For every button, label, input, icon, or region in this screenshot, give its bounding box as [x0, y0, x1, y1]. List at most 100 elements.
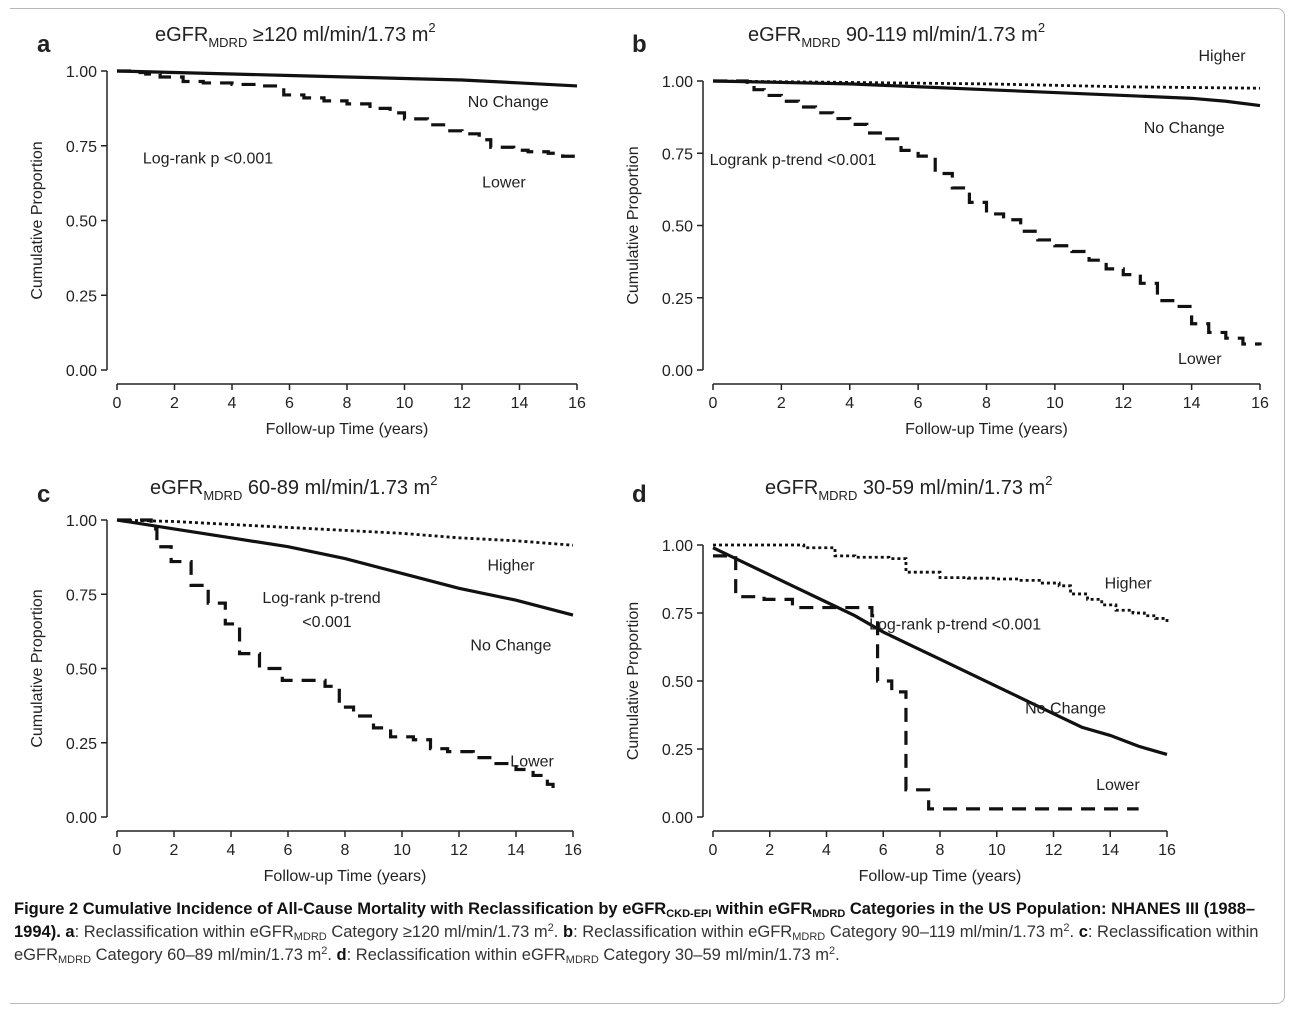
- x-axis-title: Follow-up Time (years): [905, 421, 1068, 438]
- plot-area: 0 2 4 6 8 10 12 14 16 0.00 0.25 0.50 0.75 1.00 Follow-…: [29, 64, 586, 438]
- x-axis-title: Follow-up Time (years): [859, 868, 1022, 885]
- y-tick-label: 1.00: [662, 538, 693, 555]
- series-line-lower: [117, 69, 579, 161]
- x-tick-label: 10: [393, 842, 411, 859]
- x-tick-label: 2: [170, 395, 179, 412]
- annotation-label: Lower: [510, 754, 554, 771]
- y-tick-label: 1.00: [66, 513, 97, 530]
- x-tick-label: 8: [936, 842, 945, 859]
- annotation-label: Log-rank p-trend <0.001: [869, 616, 1041, 633]
- panel-letter: c: [37, 481, 50, 508]
- series-line-higher: [713, 543, 1169, 624]
- annotation-label: Higher: [1105, 576, 1153, 593]
- annotation-label: Logrank p-trend <0.001: [710, 152, 877, 169]
- y-tick-label: 0.00: [66, 363, 97, 380]
- x-tick-label: 10: [988, 842, 1006, 859]
- panel-title: eGFRMDRD 30-59 ml/min/1.73 m2: [765, 473, 1052, 503]
- y-tick-label: 0.75: [662, 146, 693, 163]
- series-line-lower: [117, 518, 555, 797]
- x-tick-label: 4: [822, 842, 831, 859]
- x-tick-label: 16: [1251, 395, 1269, 412]
- caption-item-a: a: Reclassification within eGFRMDRD Cate…: [65, 922, 559, 943]
- x-tick-label: 16: [564, 842, 582, 859]
- x-tick-label: 14: [1101, 842, 1119, 859]
- panel-letter: d: [632, 481, 647, 508]
- y-tick-label: 0.50: [662, 674, 693, 691]
- annotation-label: No Change: [1144, 120, 1225, 137]
- y-tick-label: 0.75: [662, 606, 693, 623]
- x-axis-title: Follow-up Time (years): [264, 868, 427, 885]
- y-tick-label: 0.50: [662, 219, 693, 236]
- x-tick-label: 8: [982, 395, 991, 412]
- annotation-label: Lower: [482, 175, 526, 192]
- caption-item-b: b: Reclassification within eGFRMDRD Cate…: [562, 922, 1075, 943]
- x-tick-label: 16: [568, 395, 586, 412]
- x-tick-label: 10: [1046, 395, 1064, 412]
- annotation-label: No Change: [470, 638, 551, 655]
- plot-area: 0 2 4 6 8 10 12 14 16 0.00 0.25 0.50 0.75 1.00 Follow-…: [625, 48, 1269, 438]
- annotation-label: No Change: [468, 94, 549, 111]
- y-tick-label: 0.25: [66, 288, 97, 305]
- x-tick-label: 0: [709, 842, 718, 859]
- x-tick-label: 0: [709, 395, 718, 412]
- y-axis-title: Cumulative Proportion: [29, 141, 46, 299]
- x-tick-label: 8: [341, 842, 350, 859]
- x-tick-label: 12: [453, 395, 471, 412]
- annotation-label: Lower: [1178, 351, 1222, 368]
- x-tick-label: 6: [285, 395, 294, 412]
- series-line-higher: [116, 518, 574, 547]
- y-tick-label: 1.00: [662, 74, 693, 91]
- annotation-label: Log-rank p-trend: [262, 590, 380, 607]
- x-tick-label: 6: [914, 395, 923, 412]
- y-tick-label: 0.25: [662, 742, 693, 759]
- series-line-no-change: [116, 518, 574, 617]
- panel-letter: b: [632, 31, 647, 58]
- plot-area: 0 2 4 6 8 10 12 14 16 0.00 0.25 0.50 0.75 1.00 Follow-…: [625, 538, 1176, 885]
- annotation-label: Higher: [1198, 48, 1246, 65]
- caption-item-c: c: Reclassification within eGFRMDRD Cate…: [14, 923, 1259, 966]
- x-tick-label: 4: [228, 395, 237, 412]
- x-tick-label: 0: [113, 842, 122, 859]
- figure-plots: a eGFRMDRD ≥120 ml/min/1.73 m2 0 2 4 6 8 10 12…: [29, 20, 1269, 885]
- series-line-no-change: [116, 69, 578, 88]
- panel-d: d eGFRMDRD 30-59 ml/min/1.73 m2 0 2 4 6 8 10 1…: [625, 473, 1176, 885]
- figure-frame: [10, 8, 1285, 1004]
- x-tick-label: 16: [1158, 842, 1176, 859]
- y-tick-label: 0.50: [66, 662, 97, 679]
- annotation-label: Log-rank p <0.001: [143, 151, 273, 168]
- y-tick-label: 0.25: [662, 291, 693, 308]
- x-tick-label: 4: [227, 842, 236, 859]
- panel-c: c eGFRMDRD 60-89 ml/min/1.73 m2 0 2 4 6 8 10 1…: [29, 473, 582, 885]
- y-axis-title: Cumulative Proportion: [29, 589, 46, 747]
- panel-title: eGFRMDRD ≥120 ml/min/1.73 m2: [155, 20, 436, 50]
- y-tick-label: 0.75: [66, 139, 97, 156]
- x-tick-label: 14: [511, 395, 529, 412]
- panel-b: b eGFRMDRD 90-119 ml/min/1.73 m2 0 2 4 6 8 10…: [625, 20, 1269, 438]
- y-tick-label: 0.25: [66, 736, 97, 753]
- x-tick-label: 2: [765, 842, 774, 859]
- panel-letter: a: [37, 31, 51, 58]
- panel-title: eGFRMDRD 90-119 ml/min/1.73 m2: [748, 20, 1045, 50]
- y-tick-label: 0.50: [66, 214, 97, 231]
- x-tick-label: 14: [1183, 395, 1201, 412]
- plot-area: 0 2 4 6 8 10 12 14 16 0.00 0.25 0.50 0.75 1.00 Follow-…: [29, 513, 582, 885]
- x-tick-label: 2: [170, 842, 179, 859]
- panel-a: a eGFRMDRD ≥120 ml/min/1.73 m2 0 2 4 6 8 10 12…: [29, 20, 586, 438]
- caption-item-d: d: Reclassification within eGFRMDRD Cate…: [336, 945, 840, 966]
- x-tick-label: 12: [1045, 842, 1063, 859]
- y-tick-label: 0.00: [66, 810, 97, 827]
- y-axis-title: Cumulative Proportion: [625, 146, 642, 304]
- series-line-no-change: [712, 79, 1261, 108]
- panel-title: eGFRMDRD 60-89 ml/min/1.73 m2: [150, 473, 437, 503]
- y-tick-label: 1.00: [66, 64, 97, 81]
- figure-caption: Figure 2 Cumulative Incidence of All-Cau…: [14, 898, 1279, 967]
- annotation-label: Higher: [488, 557, 536, 574]
- y-tick-label: 0.75: [66, 587, 97, 604]
- x-tick-label: 12: [450, 842, 468, 859]
- x-tick-label: 6: [284, 842, 293, 859]
- caption-heading: Figure 2 Cumulative Incidence of All-Cau…: [14, 900, 1256, 941]
- series-line-lower: [713, 79, 1262, 346]
- x-tick-label: 8: [343, 395, 352, 412]
- annotation-label: No Change: [1025, 701, 1106, 718]
- x-tick-label: 2: [777, 395, 786, 412]
